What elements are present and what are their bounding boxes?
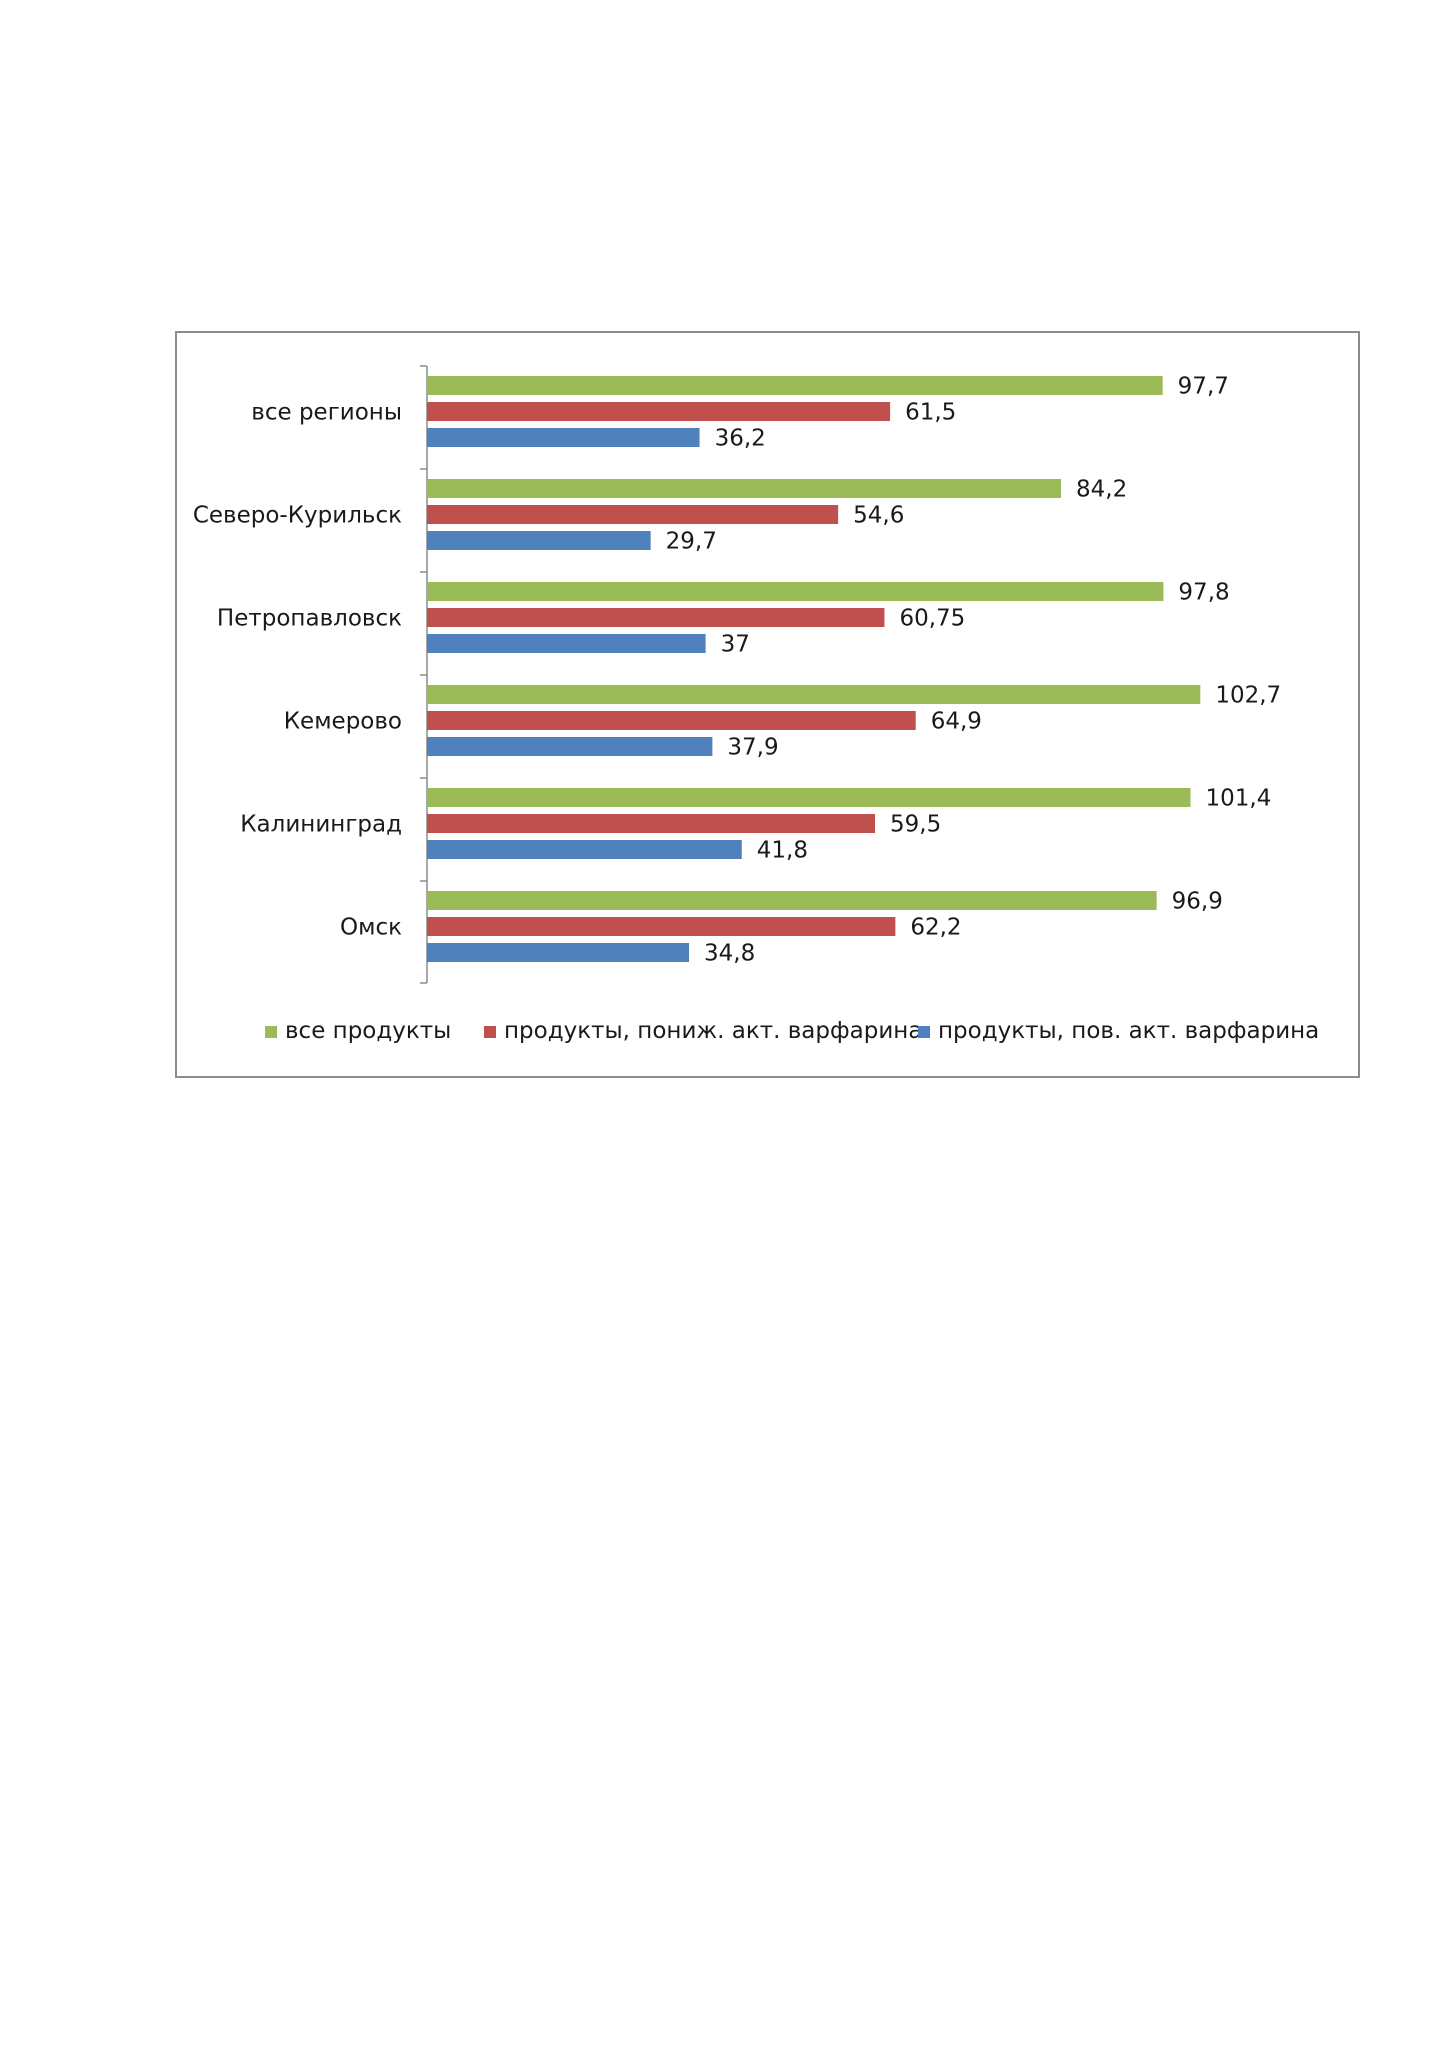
bar-2 <box>427 402 891 421</box>
data-label: 61,5 <box>905 400 956 426</box>
bar-1 <box>427 582 1164 601</box>
category-label: все регионы <box>251 400 402 426</box>
category-label: Северо-Курильск <box>193 503 402 529</box>
legend-label: продукты, пов. акт. варфарина <box>938 1018 1319 1044</box>
bar-3 <box>427 943 690 962</box>
data-label: 96,9 <box>1172 889 1223 915</box>
bar-1 <box>427 479 1062 498</box>
bar-3 <box>427 840 742 859</box>
bar-2 <box>427 711 916 730</box>
legend-label: все продукты <box>285 1018 451 1044</box>
data-label: 102,7 <box>1215 683 1281 709</box>
bar-2 <box>427 608 885 627</box>
legend-label: продукты, пониж. акт. варфарина <box>504 1018 922 1044</box>
data-label: 37,9 <box>727 735 778 761</box>
data-label: 101,4 <box>1206 786 1272 812</box>
data-label: 34,8 <box>704 941 755 967</box>
legend-marker-2 <box>484 1026 496 1038</box>
data-label: 97,8 <box>1178 580 1229 606</box>
data-label: 29,7 <box>666 529 717 555</box>
data-label: 64,9 <box>931 709 982 735</box>
bar-1 <box>427 788 1191 807</box>
data-label: 84,2 <box>1076 477 1127 503</box>
chart-frame: все регионы 97,7 61,5 36,2 Северо-Курильск 84… <box>175 331 1360 1078</box>
bar-1 <box>427 685 1201 704</box>
data-label: 41,8 <box>757 838 808 864</box>
category-label: Омск <box>340 915 402 941</box>
bar-1 <box>427 376 1163 395</box>
bar-3 <box>427 531 651 550</box>
legend-marker-1 <box>265 1026 277 1038</box>
legend-marker-3 <box>918 1026 930 1038</box>
bar-3 <box>427 428 700 447</box>
bar-2 <box>427 814 876 833</box>
data-label: 59,5 <box>890 812 941 838</box>
bar-chart: все регионы 97,7 61,5 36,2 Северо-Курильск 84… <box>193 365 1319 1044</box>
data-label: 60,75 <box>899 606 965 632</box>
category-label: Калининград <box>240 812 402 838</box>
data-label: 37 <box>721 632 750 658</box>
data-label: 62,2 <box>910 915 961 941</box>
bar-1 <box>427 891 1157 910</box>
bar-3 <box>427 634 706 653</box>
data-label: 97,7 <box>1178 374 1229 400</box>
bar-2 <box>427 917 896 936</box>
category-label: Петропавловск <box>217 606 402 632</box>
data-label: 36,2 <box>715 426 766 452</box>
bar-3 <box>427 737 713 756</box>
category-label: Кемерово <box>284 709 402 735</box>
bar-2 <box>427 505 839 524</box>
data-label: 54,6 <box>853 503 904 529</box>
